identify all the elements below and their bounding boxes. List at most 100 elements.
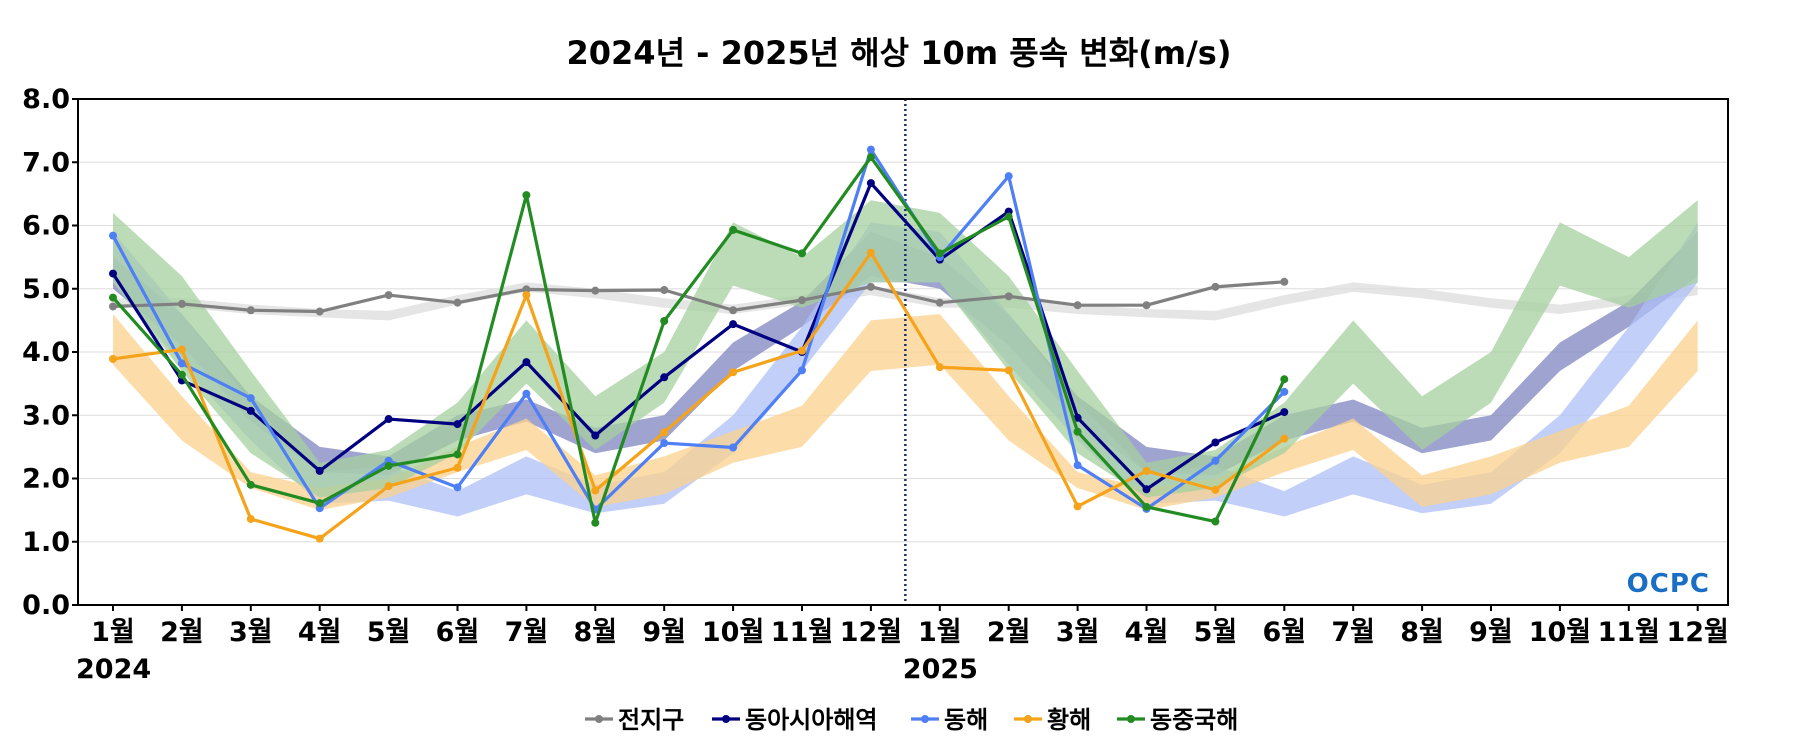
data-point — [109, 302, 117, 311]
legend-marker — [1127, 715, 1135, 723]
data-point — [315, 307, 324, 316]
series-line-전지구 — [112, 280, 1285, 314]
legend-marker — [1024, 715, 1032, 723]
data-point — [384, 461, 393, 470]
data-point — [1211, 456, 1220, 465]
x-tick-label: 3월 — [1056, 617, 1100, 648]
x-tick-label: 1월 — [918, 617, 962, 648]
data-point — [1142, 502, 1151, 511]
series-line-동아시아해역 — [111, 181, 1285, 491]
data-point — [729, 306, 738, 315]
data-point — [315, 499, 324, 508]
data-point — [866, 145, 875, 154]
x-tick-label: 9월 — [642, 617, 686, 648]
data-point — [246, 406, 255, 415]
data-point — [591, 486, 600, 495]
plot-area: 0.0 1.0 2.0 3.0 4.0 5.0 6.0 7.0 8.0 1월 2월 3월 4월 5월 6월 7… — [22, 84, 1729, 685]
data-point — [1073, 502, 1082, 511]
legend-marker — [595, 715, 603, 723]
y-tick-label: 7.0 — [22, 147, 70, 178]
data-point — [109, 269, 117, 278]
x-tick-label: 6월 — [1262, 617, 1306, 648]
data-point — [1211, 438, 1220, 447]
data-point — [591, 431, 600, 440]
data-point — [522, 285, 531, 294]
data-point — [109, 293, 117, 302]
data-point — [453, 483, 462, 492]
x-tick-label: 5월 — [367, 617, 411, 648]
chart-title: 2024년 - 2025년 해상 10m 풍속 변화(m/s) — [567, 34, 1232, 72]
y-tick-label: 1.0 — [22, 527, 70, 558]
x-tick-label: 6월 — [436, 617, 480, 648]
data-point — [935, 298, 944, 307]
y-tick-label: 4.0 — [22, 337, 70, 368]
data-point — [1280, 375, 1289, 384]
data-point — [729, 320, 738, 329]
climatology-band-동중국해 — [113, 200, 1698, 498]
data-point — [798, 296, 806, 305]
y-tick-label: 2.0 — [22, 464, 70, 495]
data-point — [1280, 277, 1289, 286]
legend-marker — [921, 715, 929, 723]
data-point — [453, 420, 462, 429]
x-tick-label: 2월 — [160, 617, 204, 648]
data-point — [1004, 212, 1013, 221]
year-label: 2024 — [76, 654, 151, 685]
legend-label: 동중국해 — [1150, 706, 1238, 734]
data-point — [522, 358, 531, 367]
data-point — [177, 345, 186, 354]
x-tick-label: 11월 — [771, 617, 833, 648]
x-tick-label: 12월 — [840, 617, 902, 648]
series-line-동중국해 — [111, 155, 1286, 525]
x-tick-label: 3월 — [229, 617, 273, 648]
data-point — [729, 443, 738, 452]
data-point — [660, 373, 669, 382]
legend-label: 동해 — [944, 706, 988, 734]
data-point — [177, 299, 186, 308]
data-point — [109, 354, 117, 363]
data-point — [177, 359, 186, 368]
data-point — [1073, 427, 1082, 436]
data-point — [1004, 172, 1013, 181]
data-point — [522, 389, 531, 398]
data-point — [660, 286, 669, 295]
data-point — [1280, 434, 1289, 443]
x-tick-label: 9월 — [1469, 617, 1513, 648]
climatology-band-황해 — [113, 314, 1698, 511]
x-tick-label: 4월 — [298, 617, 342, 648]
data-point — [1073, 413, 1082, 422]
data-point — [1004, 292, 1013, 301]
data-point — [1004, 366, 1013, 375]
data-point — [384, 415, 393, 424]
y-tick-label: 5.0 — [22, 274, 70, 305]
data-point — [1211, 485, 1220, 494]
data-point — [453, 463, 462, 472]
data-point — [729, 368, 738, 377]
data-point — [866, 248, 875, 257]
y-tick-label: 6.0 — [22, 211, 70, 242]
data-point — [246, 480, 255, 489]
x-tick-label: 1월 — [91, 617, 135, 648]
x-tick-label: 2월 — [987, 617, 1031, 648]
data-point — [315, 534, 324, 543]
data-point — [729, 225, 738, 234]
legend-label: 동아시아해역 — [745, 706, 877, 734]
data-point — [384, 291, 393, 300]
data-point — [660, 439, 669, 448]
data-point — [522, 191, 531, 200]
data-point — [246, 514, 255, 523]
x-tick-label: 11월 — [1598, 617, 1660, 648]
data-point — [522, 291, 531, 300]
data-point — [660, 317, 669, 326]
data-point — [453, 298, 462, 307]
x-tick-label: 7월 — [505, 617, 549, 648]
year-label: 2025 — [903, 654, 978, 685]
data-point — [591, 286, 600, 295]
y-tick-label: 0.0 — [22, 590, 70, 621]
data-point — [1211, 282, 1220, 291]
data-point — [384, 482, 393, 491]
y-tick-label: 8.0 — [22, 84, 70, 115]
data-point — [1142, 485, 1151, 494]
x-tick-label: 8월 — [573, 617, 617, 648]
x-tick-label: 7월 — [1331, 617, 1375, 648]
